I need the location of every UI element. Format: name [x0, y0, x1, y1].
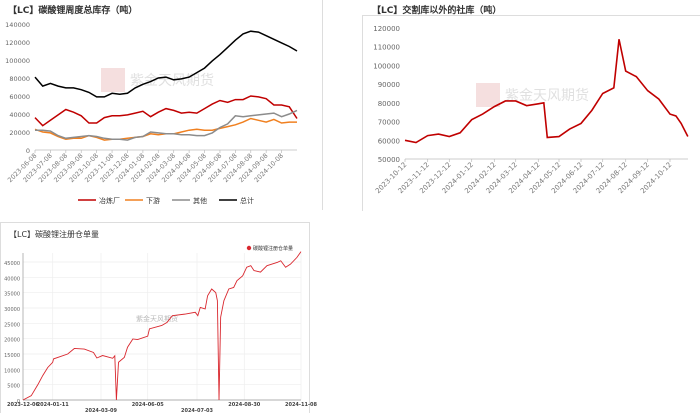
x-tick-label: 2024-07-03: [181, 408, 214, 414]
chart-title: 【LC】碳酸锂注册仓单量: [9, 230, 100, 239]
y-tick-label: 90000: [378, 81, 400, 89]
chart-social-inventory: 【LC】交割库以外的社库（吨） 紫金天风期货 50000 60000 70000 800…: [350, 0, 700, 211]
y-tick-label: 60000: [378, 137, 400, 145]
y-tick-label: 40000: [4, 276, 20, 282]
x-tick-label: 2024-06-05: [132, 402, 165, 408]
chart-title: 【LC】碳酸锂周度总库存（吨）: [8, 6, 138, 16]
chart-plot: 紫金天风期货 0 20000 40000 60000 80000 100000 120000 1…: [5, 21, 298, 205]
chart-warehouse-receipts: 【LC】碳酸锂注册仓单量 0 5000 10000 15000 20000 25000 30…: [0, 222, 318, 414]
y-tick-label: 110000: [373, 44, 400, 52]
legend-marker: [246, 245, 252, 251]
y-tick-label: 50000: [378, 156, 400, 164]
series-line: [22, 251, 302, 401]
y-tick-label: 100000: [5, 57, 30, 65]
x-tick-label: 2023-12-06: [7, 402, 40, 408]
chart-border: [362, 15, 700, 211]
y-tick-label: 35000: [4, 292, 20, 298]
legend-label: 碳酸锂注册仓单量: [253, 245, 293, 252]
x-tick-label: 2024-08-30: [228, 402, 261, 408]
legend-label: 总计: [240, 196, 254, 205]
y-tick-label: 80000: [378, 100, 400, 108]
chart-title: 【LC】交割库以外的社库（吨）: [372, 6, 502, 16]
y-tick-label: 40000: [9, 111, 30, 119]
y-tick-label: 70000: [378, 119, 400, 127]
y-tick-label: 0: [17, 399, 20, 405]
legend-label: 下游: [146, 196, 160, 205]
y-tick-label: 20000: [4, 338, 20, 344]
y-tick-label: 140000: [5, 21, 30, 29]
watermark-text: 紫金天风期货: [130, 72, 214, 89]
legend-label: 其他: [193, 196, 207, 205]
watermark-text: 紫金天风期货: [136, 314, 178, 323]
x-tick-label: 2024-01-11: [37, 402, 70, 408]
x-tick-label: 2024-03-09: [85, 408, 118, 414]
watermark-logo-icon: [101, 68, 125, 92]
watermark-text: 紫金天风期货: [505, 87, 589, 104]
series-line: [404, 39, 689, 144]
y-tick-label: 60000: [9, 93, 30, 101]
y-tick-label: 120000: [5, 39, 30, 47]
y-tick-label: 120000: [373, 25, 400, 33]
y-tick-label: 80000: [9, 75, 30, 83]
series-line-冶炼厂: [34, 95, 298, 127]
y-tick-label: 5000: [7, 384, 20, 390]
y-tick-label: 15000: [4, 353, 20, 359]
y-tick-label: 30000: [4, 307, 20, 313]
watermark-logo-icon: [476, 83, 500, 107]
chart-plot: 紫金天风期货 50000 60000 70000 80000 90000 100000 110…: [373, 25, 689, 195]
y-tick-label: 0: [26, 147, 30, 155]
x-tick-label: 2024-11-08: [285, 402, 318, 408]
y-tick-label: 20000: [9, 129, 30, 137]
y-tick-label: 10000: [4, 368, 20, 374]
y-tick-label: 45000: [4, 261, 20, 267]
series-line-总计: [34, 30, 298, 98]
legend-label: 冶炼厂: [99, 196, 120, 205]
chart-total-inventory: 【LC】碳酸锂周度总库存（吨） 紫金天风期货 0 20000 40000 60000 80…: [0, 0, 323, 210]
y-tick-label: 25000: [4, 322, 20, 328]
series-line-其他: [35, 109, 298, 141]
chart-plot: 0 5000 10000 15000 20000 25000 30000 35000 40000…: [4, 245, 317, 414]
y-tick-label: 100000: [373, 62, 400, 70]
